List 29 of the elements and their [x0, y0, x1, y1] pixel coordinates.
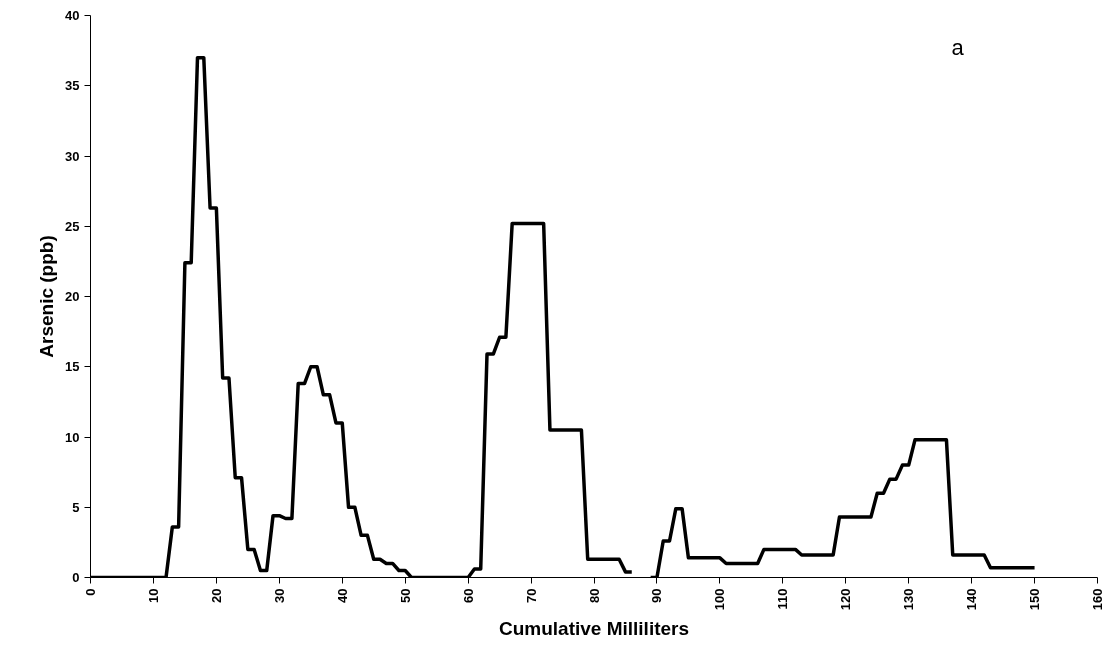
x-tick-label: 150	[1027, 588, 1043, 611]
x-tick-label: 40	[334, 588, 350, 603]
x-axis-title: Cumulative Milliliters	[498, 618, 690, 640]
x-tick-label: 30	[271, 588, 287, 603]
y-tick-label: 35	[65, 78, 80, 94]
x-tick-label: 60	[460, 588, 476, 603]
y-tick-label: 30	[65, 148, 80, 164]
y-tick-label: 20	[65, 289, 80, 304]
x-tick-label: 0	[83, 588, 98, 596]
x-tick-label: 70	[523, 588, 539, 603]
x-tick-label: 120	[838, 588, 854, 611]
y-tick-label: 5	[72, 499, 80, 515]
y-tick-label: 0	[72, 570, 80, 585]
x-tick-label: 100	[712, 588, 728, 611]
y-tick-label: 15	[65, 359, 80, 375]
annotation: a	[951, 35, 965, 61]
y-tick-label: 10	[65, 429, 80, 445]
x-tick-label: 10	[145, 588, 161, 603]
x-tick-label: 50	[397, 588, 413, 603]
x-tick-label: 20	[208, 588, 224, 603]
x-tick-label: 130	[901, 588, 917, 611]
x-tick-label: 160	[1090, 588, 1105, 611]
y-axis-title: Arsenic (ppb)	[36, 235, 58, 358]
x-tick-label: 140	[964, 588, 980, 611]
x-tick-label: 80	[586, 588, 602, 603]
x-tick-label: 90	[649, 588, 665, 603]
x-tick-label: 110	[775, 588, 791, 610]
y-tick-label: 25	[65, 218, 80, 234]
y-tick-label: 40	[65, 8, 80, 23]
